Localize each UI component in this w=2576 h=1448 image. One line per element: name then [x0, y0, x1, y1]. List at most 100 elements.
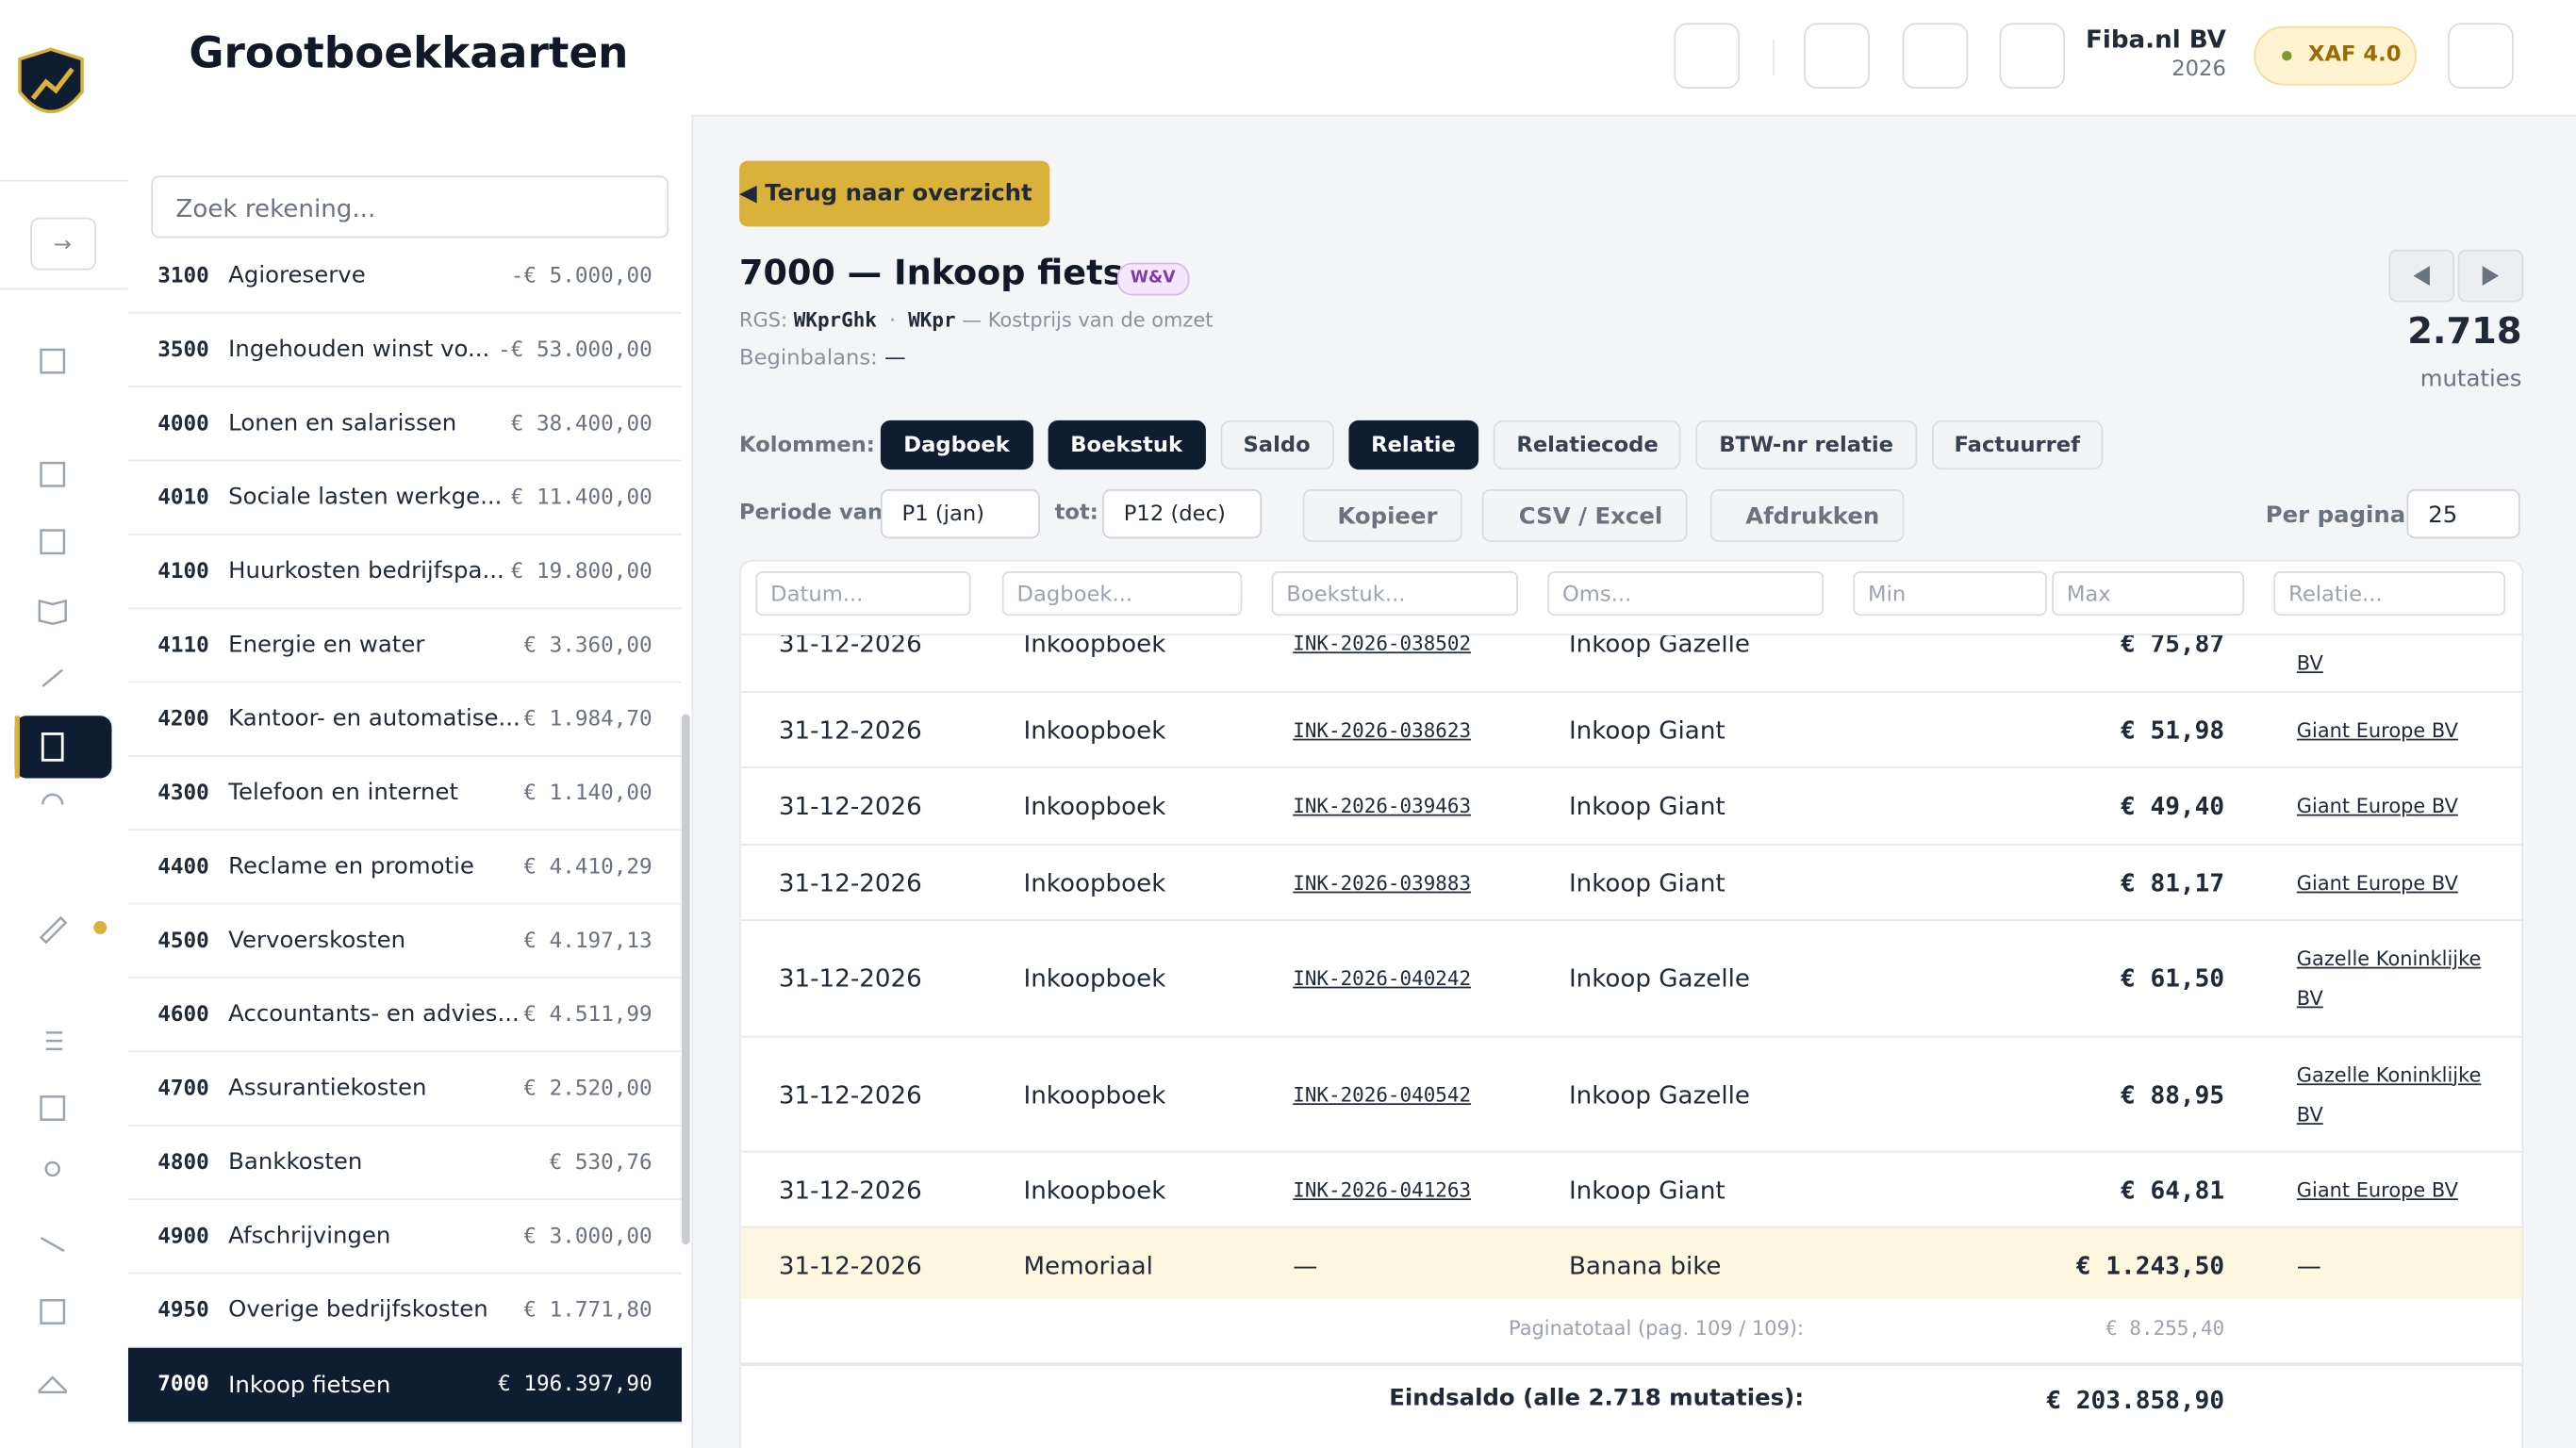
- relation[interactable]: Gazelle Koninklijke BV: [2296, 1062, 2482, 1126]
- account-name: Overige bedrijfskosten: [228, 1296, 488, 1324]
- account-row[interactable]: 4200 Kantoor- en automatise... € 1.984,70: [127, 683, 683, 757]
- column-filter[interactable]: Dagboek...: [1001, 571, 1243, 617]
- account-row[interactable]: 4700 Assurantiekosten € 2.520,00: [127, 1052, 683, 1127]
- document[interactable]: INK-2026-039463: [1293, 794, 1472, 818]
- period-from[interactable]: P1 (jan): [880, 488, 1040, 539]
- column-filter[interactable]: Boekstuk...: [1271, 571, 1518, 617]
- column-chip[interactable]: BTW-nr relatie: [1695, 420, 1917, 470]
- mutation-row[interactable]: 31-12-2026 Inkoopboek INK-2026-040542 Inkoo…: [740, 1038, 2522, 1153]
- column-filter[interactable]: Relatie...: [2273, 571, 2506, 617]
- account-name: Afschrijvingen: [228, 1223, 391, 1250]
- account-search[interactable]: Zoek rekening...: [151, 175, 669, 239]
- description: Inkoop Giant: [1568, 791, 1726, 821]
- account-row[interactable]: 4010 Sociale lasten werkge... € 11.400,00: [127, 461, 683, 535]
- account-name: Ingehouden winst vo...: [228, 337, 490, 363]
- relation[interactable]: Giant Europe BV: [2296, 717, 2458, 742]
- next-button[interactable]: [2457, 249, 2524, 303]
- document[interactable]: INK-2026-040542: [1293, 1082, 1472, 1106]
- top-bar: Grootboekkaarten Fiba.nl BV 2026 XAF 4.0: [127, 0, 2576, 117]
- date: 31-12-2026: [778, 867, 922, 897]
- account-code: 4100: [157, 558, 209, 584]
- account-row[interactable]: 4000 Lonen en salarissen € 38.400,00: [127, 387, 683, 462]
- period-to[interactable]: P12 (dec): [1102, 488, 1263, 539]
- relation[interactable]: Gazelle Koninklijke BV: [2296, 635, 2482, 675]
- relation[interactable]: Giant Europe BV: [2296, 1177, 2458, 1201]
- back-button[interactable]: ◀ Terug naar overzicht: [739, 160, 1050, 227]
- account-code: 3500: [157, 337, 209, 363]
- mutation-row[interactable]: 31-12-2026 Inkoopboek INK-2026-039883 Inkoo…: [740, 846, 2522, 921]
- column-chip[interactable]: Boekstuk: [1047, 420, 1206, 470]
- journal: Inkoopboek: [1023, 715, 1166, 745]
- account-amount: -€ 53.000,00: [498, 337, 652, 363]
- document[interactable]: INK-2026-041263: [1293, 1177, 1472, 1201]
- fullscreen-button[interactable]: [2448, 23, 2514, 90]
- account-amount: € 1.984,70: [523, 706, 652, 732]
- mutation-row[interactable]: 31-12-2026 Memoriaal — Banana bike € 1.243,5…: [740, 1227, 2522, 1299]
- account-row[interactable]: 4400 Reclame en promotie € 4.410,29: [127, 831, 683, 905]
- account-name: Accountants- en advies...: [228, 1001, 520, 1028]
- account-amount: € 38.400,00: [510, 411, 652, 436]
- column-filter[interactable]: Oms...: [1547, 571, 1825, 617]
- account-row[interactable]: 3500 Ingehouden winst vo... -€ 53.000,00: [127, 314, 683, 387]
- column-filter[interactable]: Min: [1853, 571, 2047, 617]
- date: 31-12-2026: [778, 1079, 922, 1110]
- account-row[interactable]: 4600 Accountants- en advies... € 4.511,99: [127, 979, 683, 1053]
- account-amount: -€ 5.000,00: [510, 263, 652, 288]
- column-filter[interactable]: Datum...: [755, 571, 971, 617]
- open-button[interactable]: [1804, 23, 1870, 90]
- column-chip[interactable]: Dagboek: [880, 420, 1033, 470]
- mutation-row[interactable]: 31-12-2026 Inkoopboek INK-2026-039463 Inkoo…: [740, 768, 2522, 846]
- column-chip[interactable]: Relatiecode: [1493, 420, 1682, 470]
- search-button[interactable]: [1674, 23, 1741, 90]
- rgs-sep: ·: [889, 308, 896, 332]
- action-button[interactable]: CSV / Excel: [1481, 488, 1688, 542]
- mutation-row[interactable]: 31-12-2026 Inkoopboek INK-2026-038623 Inkoo…: [740, 693, 2522, 769]
- date: 31-12-2026: [778, 791, 922, 821]
- journal: Inkoopboek: [1023, 1079, 1166, 1110]
- mutation-row[interactable]: 31-12-2026 Inkoopboek INK-2026-038502 Inkoo…: [740, 634, 2522, 693]
- account-row[interactable]: 4100 Huurkosten bedrijfspa... € 19.800,00: [127, 535, 683, 610]
- mutation-count: 2.718: [2407, 311, 2522, 354]
- mutation-row[interactable]: 31-12-2026 Inkoopboek INK-2026-041263 Inkoo…: [740, 1153, 2522, 1228]
- account-amount: € 11.400,00: [510, 485, 652, 510]
- relation[interactable]: Giant Europe BV: [2296, 794, 2458, 818]
- page-title: Grootboekkaarten: [189, 29, 629, 79]
- document[interactable]: INK-2026-039883: [1293, 870, 1472, 895]
- description: Inkoop Gazelle: [1568, 1079, 1750, 1110]
- back-label: Terug naar overzicht: [765, 180, 1032, 207]
- prev-button[interactable]: [2388, 249, 2455, 303]
- document[interactable]: INK-2026-038623: [1293, 717, 1472, 742]
- column-chip[interactable]: Factuurref: [1931, 420, 2104, 470]
- column-chips: Dagboek Boekstuk Saldo Relatie Relatiecode BT…: [880, 420, 2118, 470]
- account-row[interactable]: 3100 Agioreserve -€ 5.000,00: [127, 259, 683, 314]
- account-name: Energie en water: [228, 632, 425, 659]
- account-row[interactable]: 4800 Bankkosten € 530,76: [127, 1127, 683, 1201]
- account-row[interactable]: 4950 Overige bedrijfskosten € 1.771,80: [127, 1274, 683, 1348]
- per-page-label: Per pagina:: [2265, 502, 2415, 529]
- account-code: 4700: [157, 1076, 209, 1101]
- document[interactable]: INK-2026-038502: [1293, 634, 1472, 655]
- action-button[interactable]: Afdrukken: [1709, 488, 1905, 542]
- account-code: 4400: [157, 854, 209, 880]
- account-row[interactable]: 4300 Telefoon en internet € 1.140,00: [127, 757, 683, 831]
- account-row[interactable]: 4110 Energie en water € 3.360,00: [127, 609, 683, 683]
- begin-label: Beginbalans:: [739, 346, 878, 371]
- account-row[interactable]: 4900 Afschrijvingen € 3.000,00: [127, 1200, 683, 1275]
- account-row[interactable]: 4500 Vervoerskosten € 4.197,13: [127, 905, 683, 979]
- column-chip[interactable]: Saldo: [1220, 420, 1334, 470]
- document[interactable]: INK-2026-040242: [1293, 966, 1472, 991]
- column-filter[interactable]: Max: [2052, 571, 2245, 617]
- per-page[interactable]: 25: [2406, 488, 2520, 539]
- nav-icons: →: [0, 47, 128, 1394]
- mutation-row[interactable]: 31-12-2026 Inkoopboek INK-2026-040242 Inkoo…: [740, 921, 2522, 1038]
- relation[interactable]: Giant Europe BV: [2296, 870, 2458, 895]
- mutations-table: 31-12-2026 Inkoopboek INK-2026-038502 Inkoo…: [739, 559, 2524, 1448]
- save-button[interactable]: [1902, 23, 1969, 90]
- page-total-label: Paginatotaal (pag. 109 / 109):: [1509, 1316, 1805, 1341]
- column-chip[interactable]: Relatie: [1347, 420, 1479, 470]
- action-button[interactable]: Kopieer: [1302, 488, 1462, 542]
- period-to-label: tot:: [1054, 501, 1098, 526]
- relation[interactable]: Gazelle Koninklijke BV: [2296, 946, 2482, 1011]
- account-row[interactable]: 7000 Inkoop fietsen € 196.397,90: [127, 1347, 683, 1423]
- settings-button[interactable]: [1999, 23, 2066, 90]
